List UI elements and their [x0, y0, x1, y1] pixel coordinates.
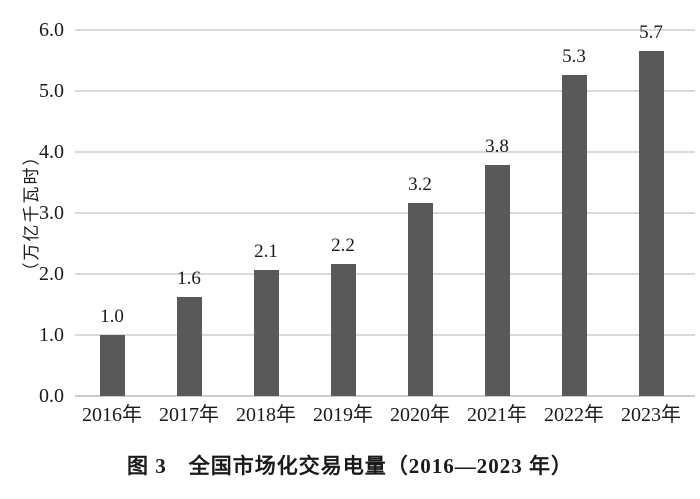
bar-value-label-2021: 3.8 [485, 136, 509, 157]
ytick-label-6.0: 6.0 [39, 19, 64, 41]
bar-2021 [484, 165, 510, 396]
bar-value-label-2018: 2.1 [254, 241, 278, 262]
bar-value-label-2019: 2.2 [331, 235, 355, 256]
bar-2022 [561, 75, 587, 396]
xtick-label-2016: 2016年 [82, 404, 142, 426]
bar-2016 [99, 335, 125, 396]
gridline-y-6.0 [75, 29, 695, 31]
ytick-label-5.0: 5.0 [39, 80, 64, 102]
xtick-label-2019: 2019年 [313, 404, 373, 426]
xtick-label-2018: 2018年 [236, 404, 296, 426]
ytick-label-4.0: 4.0 [39, 141, 64, 163]
ytick-label-0.0: 0.0 [39, 385, 64, 407]
gridline-y-0.0 [75, 395, 695, 397]
bar-2018 [253, 270, 279, 396]
bar-2023 [638, 51, 664, 396]
ytick-label-1.0: 1.0 [39, 324, 64, 346]
bar-2019 [330, 264, 356, 396]
gridline-y-4.0 [75, 151, 695, 153]
bar-value-label-2017: 1.6 [177, 268, 201, 289]
gridline-y-1.0 [75, 334, 695, 336]
ytick-label-2.0: 2.0 [39, 263, 64, 285]
gridline-y-5.0 [75, 90, 695, 92]
xtick-label-2020: 2020年 [390, 404, 450, 426]
xtick-label-2017: 2017年 [159, 404, 219, 426]
gridline-y-3.0 [75, 212, 695, 214]
gridline-y-2.0 [75, 273, 695, 275]
chart-caption: 图 3 全国市场化交易电量（2016—2023 年） [127, 454, 573, 478]
ytick-label-3.0: 3.0 [39, 202, 64, 224]
bar-2017 [176, 297, 202, 396]
xtick-label-2022: 2022年 [544, 404, 604, 426]
xtick-label-2023: 2023年 [621, 404, 681, 426]
xtick-label-2021: 2021年 [467, 404, 527, 426]
bar-value-label-2022: 5.3 [562, 46, 586, 67]
bar-value-label-2023: 5.7 [639, 22, 663, 43]
bar-value-label-2020: 3.2 [408, 174, 432, 195]
bar-value-label-2016: 1.0 [100, 306, 124, 327]
bar-2020 [407, 203, 433, 396]
